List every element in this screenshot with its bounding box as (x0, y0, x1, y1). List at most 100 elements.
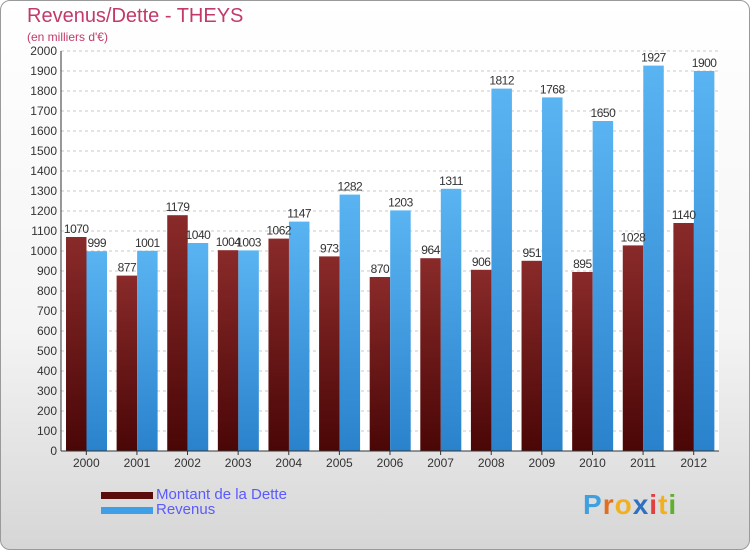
data-label-revenus: 1311 (439, 174, 464, 188)
bar-revenus (440, 188, 462, 452)
data-label-dette: 1179 (166, 200, 191, 214)
x-tick-label: 2000 (73, 456, 100, 470)
x-tick-label: 2002 (174, 456, 201, 470)
y-tick-label: 200 (37, 404, 57, 418)
y-tick-label: 700 (37, 304, 57, 318)
x-tick-label: 2005 (326, 456, 353, 470)
data-label-revenus: 1147 (287, 207, 312, 221)
bar-dette (116, 275, 138, 451)
x-tick-label: 2009 (528, 456, 555, 470)
legend-swatch-revenus (101, 507, 153, 514)
data-label-revenus: 1650 (591, 106, 617, 120)
logo-letter: x (632, 489, 650, 520)
data-label-revenus: 1768 (540, 82, 566, 96)
y-tick-label: 900 (37, 264, 57, 278)
data-label-revenus: 1203 (388, 195, 414, 209)
proxiti-logo: Proxiti (583, 489, 677, 521)
x-tick-label: 2011 (630, 456, 656, 470)
logo-letter: i (649, 489, 659, 520)
data-label-revenus: 1001 (135, 236, 161, 250)
data-label-revenus: 1282 (337, 180, 363, 194)
y-tick-label: 1900 (30, 64, 57, 78)
y-tick-label: 1500 (30, 144, 57, 158)
bar-revenus (643, 65, 664, 451)
x-tick-label: 2007 (427, 456, 454, 470)
x-tick-label: 2001 (124, 456, 151, 470)
data-label-revenus: 1812 (489, 74, 515, 88)
data-label-dette: 951 (523, 246, 542, 260)
x-tick-label: 2008 (478, 456, 505, 470)
logo-letter: o (614, 489, 633, 520)
bar-dette (319, 256, 340, 451)
bar-dette (470, 269, 492, 451)
bar-revenus (86, 251, 107, 451)
y-tick-label: 1700 (30, 104, 57, 118)
bar-revenus (491, 88, 512, 451)
bar-dette (268, 238, 289, 451)
data-label-dette: 870 (371, 262, 390, 276)
data-label-dette: 895 (573, 257, 592, 271)
data-label-dette: 1028 (621, 230, 647, 244)
bars (66, 65, 715, 452)
logo-letter: P (583, 489, 603, 520)
bar-dette (521, 260, 543, 451)
bar-dette (369, 277, 391, 451)
bar-revenus (339, 194, 361, 451)
y-tick-label: 1100 (31, 224, 57, 238)
data-label-dette: 964 (421, 243, 440, 257)
y-tick-label: 1600 (30, 124, 57, 138)
data-label-revenus: 1003 (236, 235, 262, 249)
bar-dette (167, 215, 188, 451)
bar-dette (572, 272, 593, 451)
y-tick-label: 0 (50, 444, 57, 458)
data-label-revenus: 1040 (186, 228, 212, 242)
y-tick-label: 1300 (30, 184, 57, 198)
y-tick-label: 300 (37, 384, 57, 398)
axes: 0 100 200 300 400 500 600 700 800 900 1000 1100 1200… (30, 44, 719, 470)
x-tick-label: 2006 (377, 456, 404, 470)
y-tick-label: 1000 (30, 244, 57, 258)
x-tick-label: 2012 (680, 456, 707, 470)
legend-swatch-dette (101, 492, 153, 499)
data-label-revenus: 1900 (692, 56, 718, 70)
y-tick-label: 1400 (30, 164, 57, 178)
x-tick-label: 2004 (275, 456, 302, 470)
bar-dette (217, 250, 239, 451)
data-label-dette: 906 (472, 255, 491, 269)
logo-letter: i (668, 489, 678, 520)
chart-title: Revenus/Dette - THEYS (27, 5, 244, 27)
y-tick-label: 800 (37, 284, 57, 298)
data-label-dette: 1140 (672, 208, 697, 222)
data-label-dette: 1070 (64, 222, 90, 236)
bar-revenus (542, 97, 563, 452)
y-tick-label: 500 (37, 344, 57, 358)
x-tick-label: 2010 (579, 456, 606, 470)
data-label-dette: 1004 (216, 235, 242, 249)
logo-letter: r (602, 489, 615, 520)
y-tick-label: 2000 (30, 44, 57, 58)
data-label-revenus: 999 (87, 236, 106, 250)
bar-revenus (693, 71, 715, 451)
data-label-dette: 877 (118, 261, 137, 275)
y-tick-label: 100 (37, 424, 57, 438)
bar-revenus (187, 243, 209, 451)
bar-revenus (137, 250, 158, 451)
y-tick-label: 400 (37, 364, 57, 378)
bar-revenus (390, 210, 411, 451)
bar-revenus (238, 250, 259, 451)
bar-revenus (288, 221, 310, 451)
data-label-dette: 1062 (266, 224, 292, 238)
x-tick-label: 2003 (225, 456, 252, 470)
legend-label-revenus: Revenus (156, 501, 216, 518)
bar-dette (622, 245, 644, 451)
logo-letter: t (658, 489, 669, 520)
data-label-revenus: 1927 (641, 51, 667, 65)
chart-subtitle: (en milliers d'€) (27, 30, 108, 44)
bar-revenus (592, 121, 614, 451)
y-tick-label: 1200 (30, 204, 57, 218)
y-tick-label: 600 (37, 324, 57, 338)
bar-dette (673, 223, 694, 451)
